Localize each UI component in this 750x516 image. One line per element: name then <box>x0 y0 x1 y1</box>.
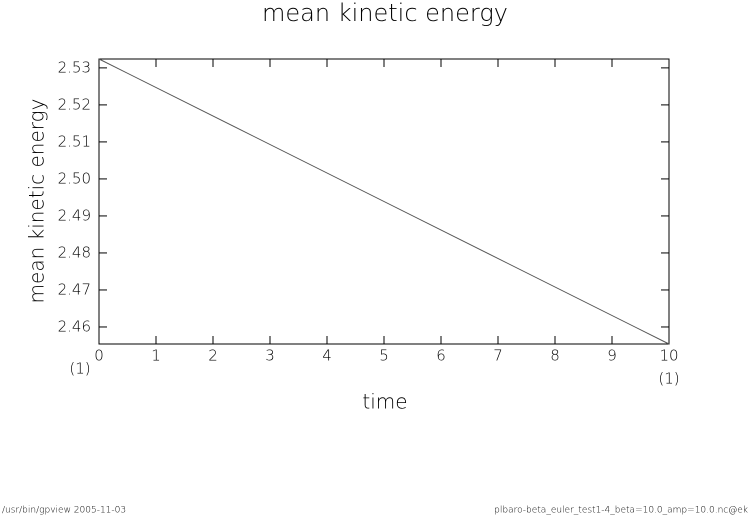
x-axis-label: time <box>362 390 407 414</box>
x-tick-label: 5 <box>379 347 389 365</box>
footer-left: /usr/bin/gpview 2005-11-03 <box>2 506 126 516</box>
data-line <box>98 58 670 345</box>
x-tick-label: 1 <box>151 347 161 365</box>
y-axis-label: mean kinetic energy <box>25 99 49 304</box>
y-tick-label: 2.46 <box>58 317 91 335</box>
y-tick-label: 2.52 <box>58 95 91 113</box>
x-tick-label: 2 <box>208 347 218 365</box>
x-tick-label: 7 <box>493 347 503 365</box>
x-unit-label: (1) <box>658 370 679 388</box>
footer-right: plbaro-beta_euler_test1-4_beta=10.0_amp=… <box>494 506 748 516</box>
x-tick-label: 4 <box>322 347 332 365</box>
x-tick-label: 6 <box>436 347 446 365</box>
y-tick-label: 2.48 <box>58 243 91 261</box>
x-tick-label: 10 <box>659 347 678 365</box>
y-tick-label: 2.53 <box>58 58 91 76</box>
y-tick-label: 2.47 <box>58 280 91 298</box>
x-unit-label: (1) <box>69 360 90 378</box>
x-tick-label: 3 <box>265 347 275 365</box>
chart-title: mean kinetic energy <box>262 0 508 27</box>
x-tick-label: 9 <box>607 347 617 365</box>
x-tick-label: 0 <box>94 347 104 365</box>
y-tick-label: 2.51 <box>58 132 91 150</box>
x-tick-label: 8 <box>550 347 560 365</box>
y-tick-label: 2.50 <box>58 169 91 187</box>
y-tick-label: 2.49 <box>58 206 91 224</box>
